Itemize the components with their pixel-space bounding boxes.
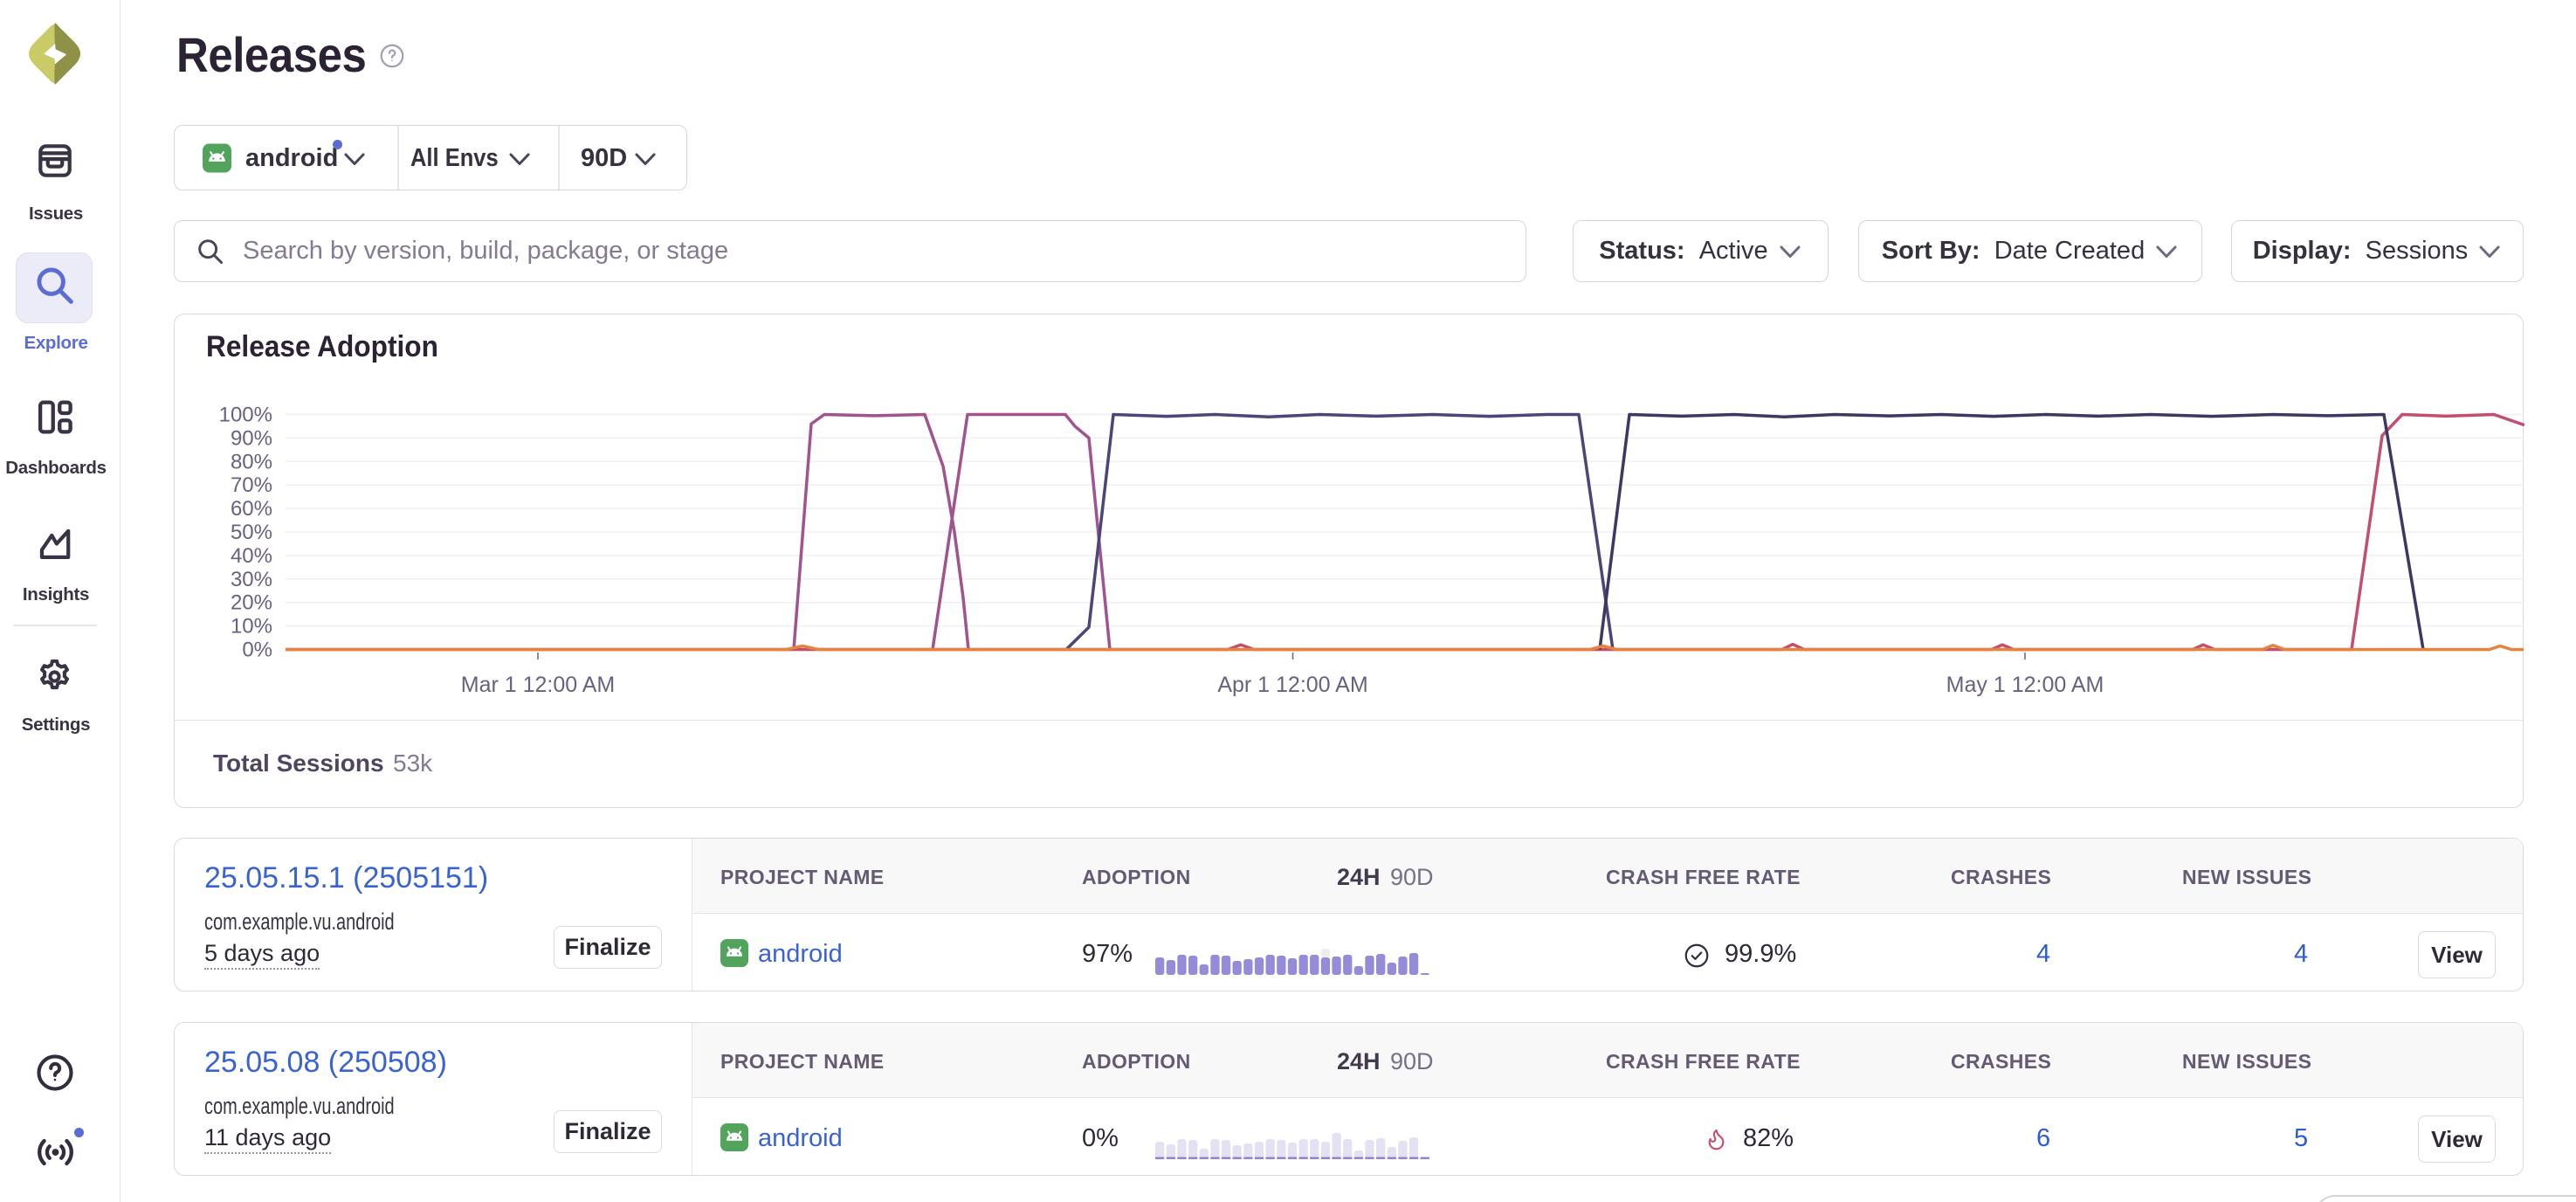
- svg-text:50%: 50%: [231, 521, 272, 544]
- svg-text:90%: 90%: [231, 426, 272, 450]
- svg-text:Apr 1 12:00 AM: Apr 1 12:00 AM: [1217, 673, 1367, 697]
- svg-text:80%: 80%: [231, 450, 272, 473]
- svg-text:100%: 100%: [219, 404, 272, 427]
- svg-text:0%: 0%: [242, 639, 272, 662]
- svg-text:30%: 30%: [231, 568, 272, 591]
- svg-text:70%: 70%: [231, 473, 272, 497]
- svg-text:40%: 40%: [231, 544, 272, 568]
- svg-text:Mar 1 12:00 AM: Mar 1 12:00 AM: [461, 673, 615, 697]
- svg-text:10%: 10%: [231, 615, 272, 639]
- svg-text:May 1 12:00 AM: May 1 12:00 AM: [1946, 673, 2104, 697]
- svg-text:20%: 20%: [231, 591, 272, 615]
- svg-text:60%: 60%: [231, 497, 272, 521]
